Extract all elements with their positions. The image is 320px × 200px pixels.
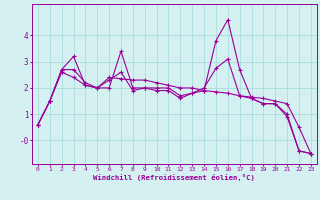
X-axis label: Windchill (Refroidissement éolien,°C): Windchill (Refroidissement éolien,°C) bbox=[93, 174, 255, 181]
